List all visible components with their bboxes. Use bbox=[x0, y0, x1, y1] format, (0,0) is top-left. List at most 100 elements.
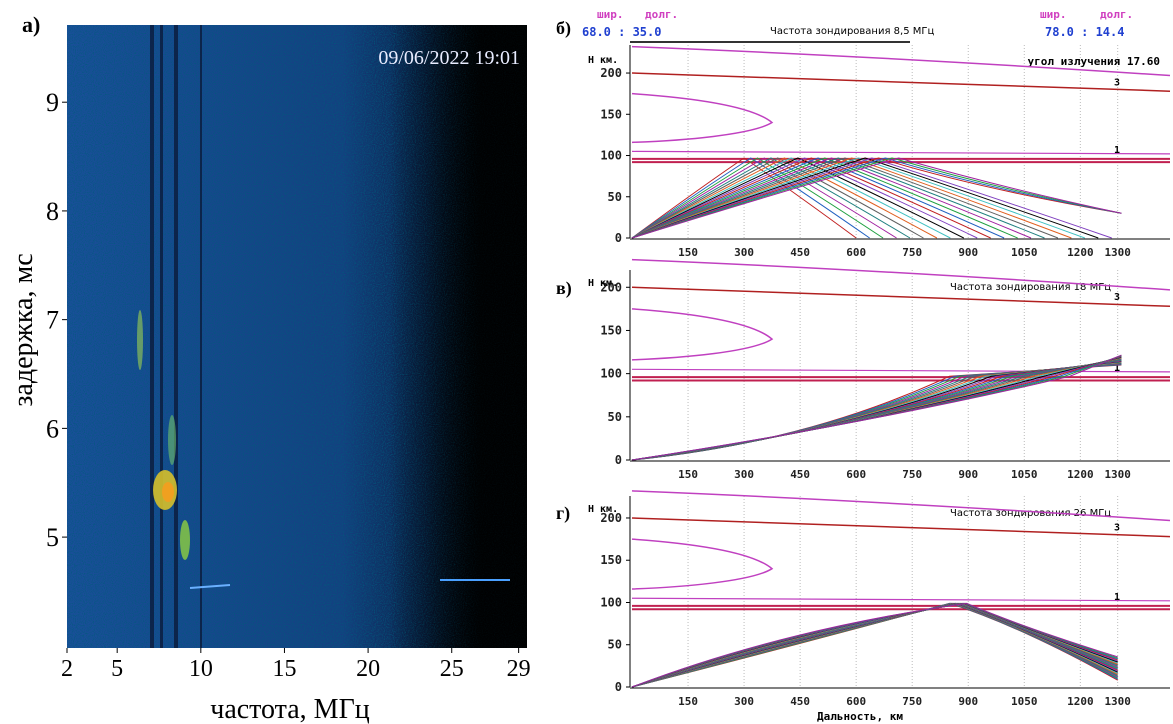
panel-title: Частота зондирования 8,5 МГц bbox=[770, 26, 934, 37]
ray bbox=[631, 602, 1118, 688]
x-tick-label: 450 bbox=[790, 695, 810, 708]
x-tick-label: 1300 bbox=[1104, 246, 1131, 259]
ray bbox=[631, 157, 1085, 239]
ray bbox=[631, 602, 1118, 688]
timestamp: 09/06/2022 19:01 bbox=[378, 47, 520, 69]
x-tick-label: 900 bbox=[958, 468, 978, 481]
ray bbox=[631, 157, 1112, 239]
layer-label: 3 bbox=[1114, 523, 1120, 534]
x-tick-label: 600 bbox=[846, 468, 866, 481]
layer-line bbox=[631, 538, 774, 590]
ray bbox=[631, 157, 1072, 239]
x-tick-label: 450 bbox=[790, 246, 810, 259]
x-tick-label: 2 bbox=[61, 656, 73, 682]
ray bbox=[631, 157, 1122, 239]
x-tick-label: 1300 bbox=[1104, 468, 1131, 481]
ray bbox=[631, 157, 1122, 239]
trace-panel: 150 300 450 600 750 900 1050 1200 1300 0 50 100 150 2… bbox=[556, 258, 1171, 481]
x-tick-label: 1300 bbox=[1104, 695, 1131, 708]
layer-line bbox=[631, 286, 1171, 308]
y-unit: Н км. bbox=[588, 504, 618, 515]
ray bbox=[631, 157, 1045, 239]
ray bbox=[631, 602, 1118, 688]
layer-line bbox=[631, 368, 1171, 373]
dark-stripes bbox=[150, 25, 202, 648]
ray bbox=[631, 602, 1118, 688]
trace-panel: 150 300 450 600 750 900 1050 1200 1300 0 50 100 150 2… bbox=[556, 490, 1171, 708]
lon-label: долг. bbox=[1100, 8, 1133, 21]
x-tick-label: 1200 bbox=[1067, 695, 1094, 708]
ray bbox=[631, 602, 1118, 688]
x-tick-label: 300 bbox=[734, 468, 754, 481]
y-tick-label: 200 bbox=[600, 66, 622, 80]
y-tick-label: 9 bbox=[46, 88, 59, 117]
ray bbox=[631, 157, 884, 239]
y-tick-label: 50 bbox=[608, 638, 622, 652]
ray bbox=[631, 157, 1122, 239]
ray bbox=[631, 602, 1118, 688]
x-tick-label: 1050 bbox=[1011, 468, 1038, 481]
x-tick-label: 1200 bbox=[1067, 246, 1094, 259]
x-axis-label: частота, МГц bbox=[210, 694, 370, 724]
layer-line bbox=[631, 490, 1171, 522]
header: шир. долг. 68.0 : 35.0 шир. долг. 78.0 :… bbox=[582, 8, 1133, 43]
y-tick-label: 100 bbox=[600, 149, 622, 163]
y-tick-label: 50 bbox=[608, 190, 622, 204]
y-axis-label: задержка, мс bbox=[8, 253, 39, 406]
ray bbox=[631, 602, 1118, 688]
ray bbox=[631, 157, 938, 239]
ray bbox=[631, 157, 951, 239]
x-tick-label: 1050 bbox=[1011, 695, 1038, 708]
ray bbox=[631, 602, 1118, 688]
layer-label: 1 bbox=[1114, 592, 1120, 603]
y-tick-label: 8 bbox=[46, 197, 59, 226]
ray bbox=[631, 157, 897, 239]
ray bbox=[631, 602, 1118, 688]
y-unit: Н км. bbox=[588, 278, 618, 289]
y-tick-label: 5 bbox=[46, 523, 59, 552]
layer-line bbox=[631, 92, 774, 144]
ray bbox=[631, 602, 1118, 688]
ray bbox=[631, 602, 1118, 688]
layer-line bbox=[631, 597, 1171, 602]
x-tick-label: 10 bbox=[189, 656, 213, 682]
coords: 68.0 : 35.0 bbox=[582, 25, 661, 39]
ray bbox=[631, 602, 1118, 688]
lon-label: долг. bbox=[645, 8, 678, 21]
coords: 78.0 : 14.4 bbox=[1045, 25, 1124, 39]
x-tick-label: 150 bbox=[678, 468, 698, 481]
x-tick-label: 900 bbox=[958, 246, 978, 259]
panel-label: б) bbox=[556, 18, 571, 39]
x-tick-label: 150 bbox=[678, 246, 698, 259]
echo-trace bbox=[137, 310, 510, 589]
layer-line bbox=[631, 45, 1171, 77]
ray bbox=[631, 157, 1099, 239]
panel-label: г) bbox=[556, 503, 570, 524]
ray bbox=[631, 157, 1018, 239]
ray bbox=[631, 602, 1118, 688]
ray bbox=[631, 602, 1118, 688]
x-tick-label: 1050 bbox=[1011, 246, 1038, 259]
y-tick-label: 0 bbox=[615, 453, 622, 467]
ray bbox=[631, 602, 1118, 688]
trace-panel: 150 300 450 600 750 900 1050 1200 1300 0 50 100 150 2… bbox=[556, 18, 1171, 259]
ray bbox=[631, 157, 1122, 239]
y-tick-label: 0 bbox=[615, 680, 622, 694]
x-axis-label: Дальность, км bbox=[817, 710, 903, 723]
layer-line bbox=[631, 72, 1171, 92]
ray bbox=[631, 157, 870, 239]
layer-label: 3 bbox=[1114, 292, 1120, 303]
layer-line bbox=[631, 258, 1171, 291]
x-tick-label: 5 bbox=[111, 656, 123, 682]
y-tick-label: 0 bbox=[615, 231, 622, 245]
x-tick-label: 750 bbox=[902, 695, 922, 708]
x-tick-label: 1200 bbox=[1067, 468, 1094, 481]
layer-line bbox=[631, 308, 774, 361]
y-tick-label: 100 bbox=[600, 595, 622, 609]
y-tick-label: 100 bbox=[600, 367, 622, 381]
panel-label: в) bbox=[556, 278, 572, 299]
y-tick-label: 200 bbox=[600, 511, 622, 525]
layer-line bbox=[631, 517, 1171, 538]
ray bbox=[631, 602, 1118, 688]
